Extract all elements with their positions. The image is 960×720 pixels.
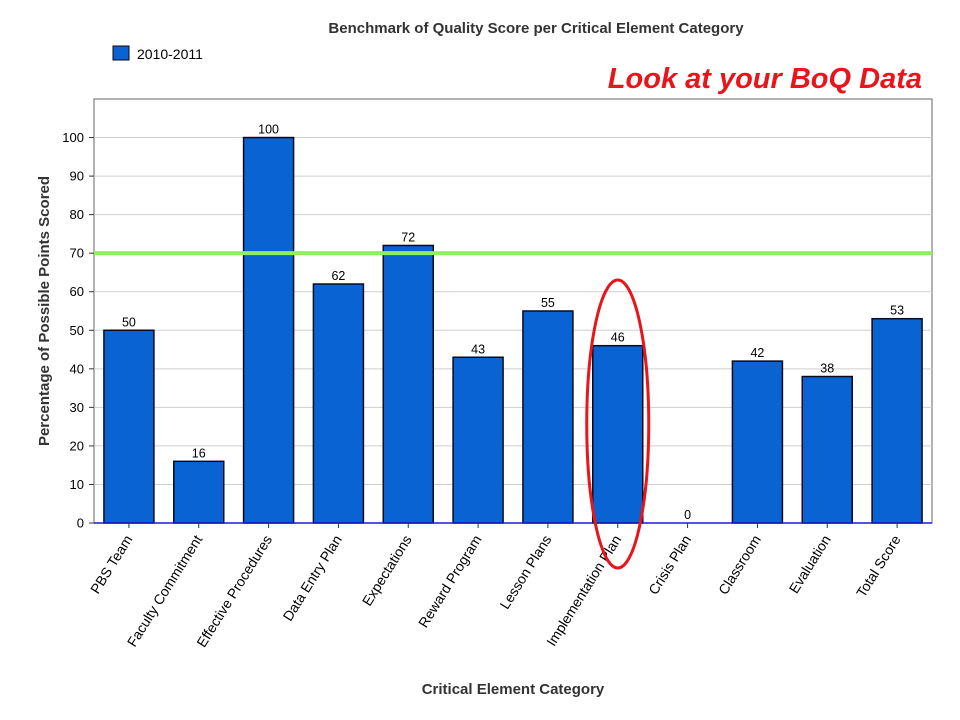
data-label: 62 xyxy=(331,269,345,283)
bar xyxy=(242,136,295,524)
x-category-label: Reward Program xyxy=(415,532,485,630)
x-axis-title: Critical Element Category xyxy=(422,681,605,698)
x-category-label: Lesson Plans xyxy=(496,532,554,612)
bar xyxy=(173,460,225,524)
callout-text: Look at your BoQ Data xyxy=(608,63,922,95)
bar xyxy=(452,356,504,524)
y-tick-label: 60 xyxy=(70,284,84,299)
chart-title: Benchmark of Quality Score per Critical … xyxy=(328,20,744,37)
x-category-label: Total Score xyxy=(853,532,904,600)
y-tick-label: 30 xyxy=(70,400,84,415)
y-tick-label: 50 xyxy=(70,323,84,338)
x-category-label: Implementation Plan xyxy=(543,532,624,649)
data-label: 55 xyxy=(541,296,555,310)
bar xyxy=(801,375,853,524)
y-axis-ticks: 0 10 20 30 40 50 60 70 80 90 100 xyxy=(62,130,94,531)
data-label: 46 xyxy=(611,331,625,345)
x-category-label: Faculty Commitment xyxy=(124,532,206,649)
x-category-label: Evaluation xyxy=(786,532,834,596)
y-tick-label: 20 xyxy=(70,438,84,453)
data-label: 53 xyxy=(890,304,904,318)
x-category-label: Crisis Plan xyxy=(645,532,694,597)
x-category-label: Classroom xyxy=(715,532,764,597)
highlight-ellipse xyxy=(585,278,651,570)
bar xyxy=(312,283,365,524)
bar xyxy=(382,244,434,524)
data-label: 43 xyxy=(471,342,485,356)
data-label: 38 xyxy=(820,362,834,376)
y-tick-label: 40 xyxy=(70,361,84,376)
data-label: 100 xyxy=(258,123,279,137)
bar xyxy=(592,344,644,524)
data-label: 0 xyxy=(684,508,691,522)
data-labels: 50 16 100 62 72 43 55 46 0 42 38 53 xyxy=(122,123,904,522)
legend-label: 2010-2011 xyxy=(137,46,203,62)
highlight-layer xyxy=(585,278,651,570)
x-category-label: Effective Procedures xyxy=(193,532,275,650)
data-label: 16 xyxy=(192,446,206,460)
x-category-label: Expectations xyxy=(359,532,415,608)
bar xyxy=(522,310,574,524)
plot-area xyxy=(93,98,933,524)
legend: 2010-2011 xyxy=(112,45,203,62)
data-label: 72 xyxy=(401,230,415,244)
y-tick-label: 80 xyxy=(70,207,84,222)
data-label: 42 xyxy=(750,346,764,360)
x-category-label: PBS Team xyxy=(87,532,135,596)
legend-swatch xyxy=(112,45,130,61)
x-category-label: Data Entry Plan xyxy=(279,532,345,624)
bar xyxy=(731,360,784,524)
y-tick-label: 10 xyxy=(70,477,84,492)
y-tick-label: 70 xyxy=(70,246,84,261)
y-axis-title: Percentage of Possible Points Scored xyxy=(36,176,53,446)
y-tick-label: 90 xyxy=(70,169,84,184)
y-tick-label: 100 xyxy=(62,130,84,145)
data-label: 50 xyxy=(122,315,136,329)
bars xyxy=(103,136,923,524)
bar xyxy=(103,329,155,524)
y-tick-label: 0 xyxy=(77,516,84,531)
bar xyxy=(871,317,923,524)
